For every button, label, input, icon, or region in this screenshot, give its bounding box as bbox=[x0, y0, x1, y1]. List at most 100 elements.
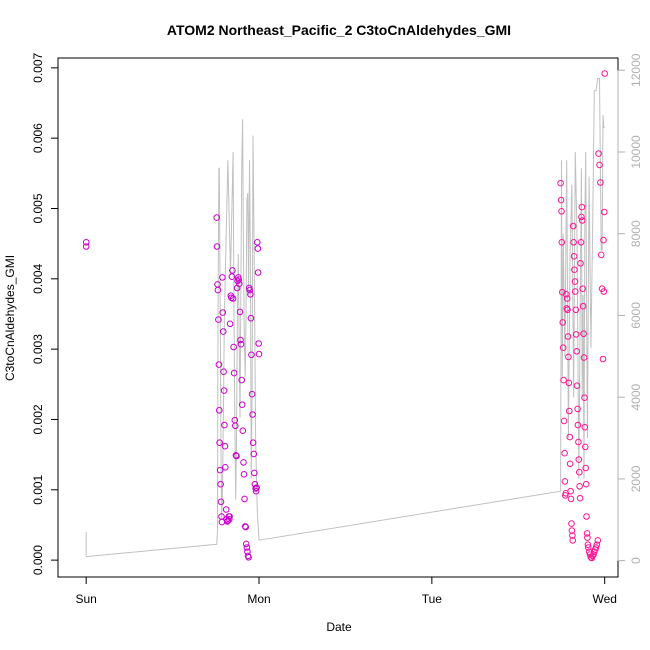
data-point bbox=[583, 513, 590, 520]
data-point bbox=[576, 483, 583, 490]
chart-title: ATOM2 Northeast_Pacific_2 C3toCnAldehyde… bbox=[167, 22, 511, 38]
data-point bbox=[600, 236, 607, 244]
data-point bbox=[582, 443, 589, 451]
data-point bbox=[235, 276, 243, 283]
data-point bbox=[585, 544, 592, 551]
data-point bbox=[236, 308, 244, 316]
data-point bbox=[568, 527, 576, 534]
data-point bbox=[220, 387, 228, 394]
data-point bbox=[245, 554, 252, 561]
data-point bbox=[247, 291, 254, 298]
y2-tick-label: 2000 bbox=[629, 465, 643, 492]
data-point bbox=[563, 291, 570, 298]
data-point bbox=[566, 460, 574, 468]
data-point bbox=[560, 417, 568, 425]
y-axis-right: 0 2000 4000 6000 8000 10000 12000 bbox=[617, 53, 643, 564]
data-point bbox=[570, 252, 578, 260]
data-point bbox=[219, 328, 227, 335]
data-point bbox=[563, 295, 571, 302]
altitude-line-layer bbox=[85, 77, 605, 558]
x-axis-label: Date bbox=[326, 620, 352, 634]
data-point bbox=[572, 331, 580, 338]
data-point bbox=[567, 487, 574, 495]
y2-tick-label: 10000 bbox=[629, 135, 643, 169]
data-point bbox=[594, 537, 602, 544]
data-point bbox=[571, 278, 579, 285]
data-point bbox=[226, 320, 234, 328]
data-point bbox=[219, 274, 226, 281]
data-point bbox=[214, 281, 221, 288]
data-point bbox=[564, 306, 571, 314]
data-point bbox=[566, 433, 574, 441]
data-point bbox=[249, 411, 256, 418]
data-point bbox=[558, 239, 566, 246]
data-point bbox=[233, 452, 240, 460]
data-point bbox=[254, 269, 262, 276]
data-point bbox=[224, 517, 232, 525]
data-point bbox=[558, 208, 565, 215]
data-point bbox=[578, 203, 586, 211]
data-point bbox=[579, 285, 587, 293]
data-point bbox=[600, 288, 608, 295]
data-point bbox=[251, 469, 258, 477]
data-point bbox=[566, 407, 573, 415]
y2-tick-label: 12000 bbox=[629, 53, 643, 87]
data-point bbox=[577, 239, 585, 246]
data-point bbox=[216, 466, 224, 474]
x-tick-label: Tue bbox=[422, 592, 443, 606]
data-point bbox=[595, 150, 602, 157]
data-point bbox=[251, 480, 259, 488]
data-point bbox=[82, 239, 90, 246]
data-point bbox=[584, 541, 592, 549]
data-point bbox=[584, 534, 591, 541]
x-axis: Sun Mon Tue Wed bbox=[75, 576, 617, 606]
data-point bbox=[254, 245, 262, 252]
y-tick-label: 0.002 bbox=[31, 404, 45, 434]
data-point bbox=[599, 355, 607, 363]
data-point bbox=[255, 350, 263, 358]
data-point bbox=[255, 340, 263, 347]
x-tick-label: Mon bbox=[247, 592, 270, 606]
data-point bbox=[240, 471, 248, 478]
data-point bbox=[242, 523, 249, 531]
data-point bbox=[580, 330, 587, 338]
data-point bbox=[576, 468, 583, 476]
data-point bbox=[564, 333, 572, 340]
data-point bbox=[601, 70, 609, 77]
y-axis-label: C3toCnAldehydes_GMI bbox=[3, 255, 17, 381]
data-point bbox=[226, 516, 233, 523]
data-point bbox=[230, 369, 238, 377]
data-point bbox=[252, 487, 260, 495]
data-point bbox=[238, 376, 245, 384]
data-point bbox=[238, 401, 246, 409]
altitude-series-line bbox=[85, 77, 605, 558]
data-point bbox=[578, 217, 586, 224]
data-point bbox=[577, 260, 584, 267]
data-point bbox=[213, 243, 221, 250]
data-point bbox=[247, 314, 255, 322]
data-point bbox=[216, 407, 223, 414]
data-point bbox=[220, 368, 227, 376]
data-point bbox=[243, 544, 251, 551]
data-point bbox=[248, 390, 256, 398]
data-point bbox=[565, 353, 572, 361]
y-tick-label: 0.005 bbox=[31, 193, 45, 223]
data-point bbox=[222, 464, 229, 471]
data-point bbox=[242, 540, 250, 548]
data-point bbox=[222, 506, 230, 513]
data-point bbox=[589, 552, 596, 560]
data-point bbox=[229, 267, 236, 274]
data-point bbox=[226, 513, 233, 520]
data-point bbox=[557, 196, 565, 204]
data-point bbox=[250, 450, 258, 458]
y-tick-label: 0.006 bbox=[31, 123, 45, 153]
y2-tick-label: 8000 bbox=[629, 220, 643, 247]
data-point bbox=[252, 485, 259, 492]
y-tick-label: 0.003 bbox=[31, 334, 45, 364]
data-point bbox=[246, 286, 253, 294]
data-point bbox=[593, 541, 601, 549]
data-point bbox=[569, 537, 577, 544]
data-point bbox=[230, 343, 237, 351]
data-point bbox=[216, 439, 223, 447]
